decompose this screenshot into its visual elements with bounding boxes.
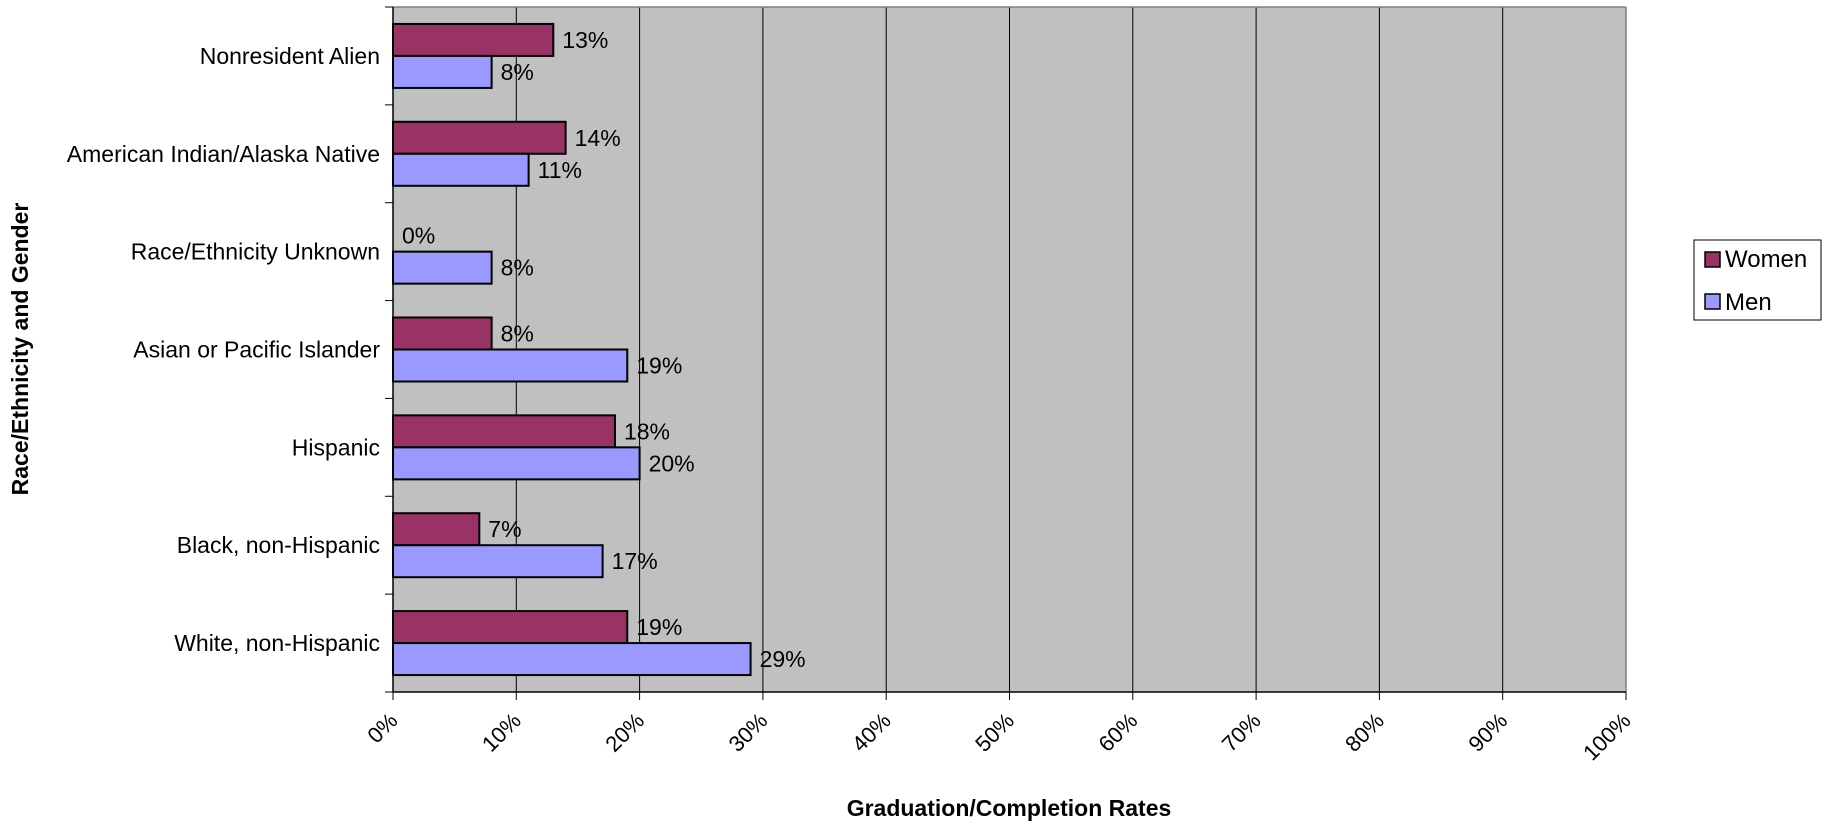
x-tick-label: 40% — [847, 708, 896, 757]
bar-women — [392, 316, 493, 351]
data-label-women: 0% — [402, 223, 435, 249]
x-tick-label: 90% — [1463, 708, 1512, 757]
category-label: Race/Ethnicity Unknown — [131, 239, 380, 265]
legend-label-women: Women — [1725, 246, 1807, 273]
bar-women — [392, 22, 555, 57]
bar-women — [392, 414, 616, 449]
data-label-women: 14% — [575, 125, 621, 151]
category-label: Black, non-Hispanic — [177, 532, 380, 558]
bar-men — [392, 152, 530, 187]
y-axis-title: Race/Ethnicity and Gender — [7, 203, 33, 496]
x-tick-label: 0% — [362, 708, 402, 748]
data-label-men: 8% — [501, 255, 534, 281]
x-tick-label: 80% — [1340, 708, 1389, 757]
legend-swatch-women — [1704, 251, 1721, 268]
data-label-men: 29% — [760, 646, 806, 672]
x-tick-label: 10% — [477, 708, 526, 757]
x-tick-label: 70% — [1217, 708, 1266, 757]
data-label-men: 11% — [538, 157, 582, 183]
bar-women — [392, 512, 481, 547]
category-label: White, non-Hispanic — [174, 630, 380, 656]
bar-men — [392, 348, 629, 383]
x-axis-title: Graduation/Completion Rates — [847, 795, 1172, 821]
bars — [392, 22, 752, 677]
x-tick-label: 60% — [1094, 708, 1143, 757]
data-label-women: 19% — [636, 614, 682, 640]
data-label-women: 13% — [562, 27, 608, 53]
data-label-men: 19% — [636, 353, 682, 379]
x-tick-label: 100% — [1578, 708, 1635, 765]
data-label-women: 7% — [488, 516, 521, 542]
bar-men — [392, 54, 493, 89]
data-label-women: 18% — [624, 418, 670, 444]
bar-women — [392, 610, 629, 645]
legend: Women Men — [1693, 239, 1822, 321]
x-tick-label: 50% — [970, 708, 1019, 757]
bar-men — [392, 250, 493, 285]
bar-men — [392, 446, 641, 481]
bar-men — [392, 544, 604, 579]
category-label: Hispanic — [292, 434, 380, 460]
data-label-men: 8% — [501, 59, 534, 85]
data-labels: 13% 8% 14% 11% 0% 8% 8% 19% 18% 20% 7% 17% 19% 29% — [402, 27, 806, 672]
legend-swatch-men — [1704, 293, 1721, 310]
category-label: Nonresident Alien — [200, 43, 380, 69]
legend-label-men: Men — [1725, 289, 1772, 316]
data-label-men: 20% — [649, 450, 695, 476]
x-tick-label: 30% — [724, 708, 773, 757]
bar-men — [392, 642, 752, 677]
data-label-women: 8% — [501, 321, 534, 347]
x-tick-label: 20% — [600, 708, 649, 757]
category-label: Asian or Pacific Islander — [133, 337, 380, 363]
bar-women — [392, 120, 567, 155]
data-label-men: 17% — [612, 548, 658, 574]
category-label: American Indian/Alaska Native — [67, 141, 380, 167]
